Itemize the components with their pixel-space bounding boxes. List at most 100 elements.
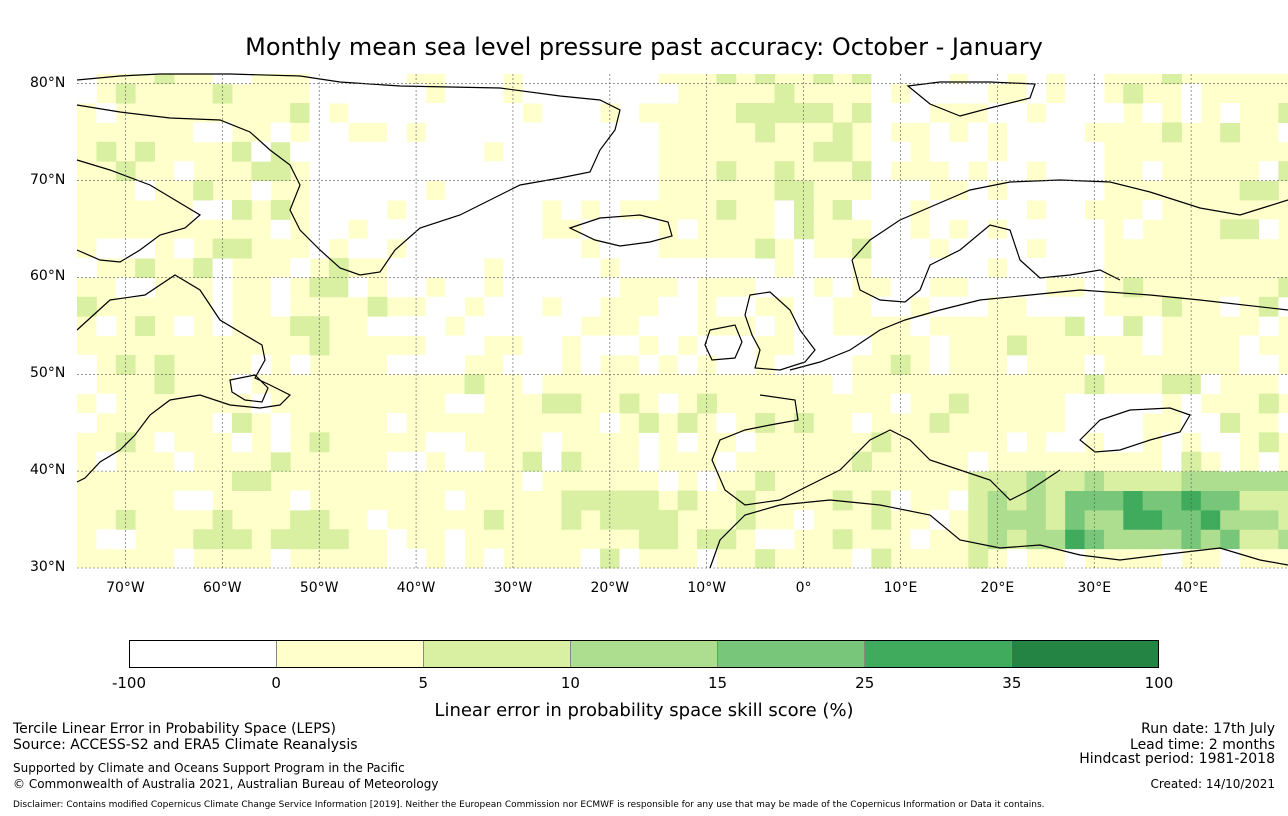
skill-cell bbox=[115, 83, 136, 104]
skill-cell bbox=[445, 258, 466, 278]
skill-cell bbox=[483, 74, 504, 85]
skill-cell bbox=[406, 83, 427, 104]
skill-cell bbox=[735, 258, 756, 278]
skill-cell bbox=[561, 180, 582, 201]
skill-cell bbox=[968, 122, 989, 143]
skill-cell bbox=[173, 161, 194, 182]
skill-cell bbox=[542, 83, 562, 104]
skill-cell bbox=[445, 277, 466, 298]
skill-cell bbox=[1181, 83, 1202, 104]
ireland-coast bbox=[704, 324, 743, 361]
skill-cell bbox=[367, 509, 388, 530]
skill-cell bbox=[309, 103, 330, 123]
skill-cell bbox=[1103, 529, 1124, 550]
skill-cell bbox=[910, 316, 931, 337]
skill-cell bbox=[793, 354, 814, 375]
skill-cell bbox=[522, 161, 543, 182]
skill-cell bbox=[968, 509, 989, 530]
skill-cell bbox=[1220, 432, 1241, 453]
skill-cell bbox=[387, 316, 407, 337]
skill-cell bbox=[522, 258, 543, 278]
skill-cell bbox=[387, 529, 407, 550]
skill-cell bbox=[464, 83, 485, 104]
labrador-coast bbox=[76, 274, 292, 483]
skill-cell bbox=[425, 199, 446, 220]
skill-cell bbox=[638, 258, 659, 278]
skill-cell bbox=[406, 219, 427, 240]
skill-cell bbox=[1258, 432, 1279, 453]
skill-cell bbox=[328, 122, 349, 143]
skill-cell bbox=[270, 141, 291, 162]
skill-cell bbox=[1123, 393, 1144, 414]
skill-cell bbox=[580, 103, 601, 123]
skill-cell bbox=[77, 258, 97, 278]
skill-cell bbox=[600, 219, 621, 240]
skill-cell bbox=[1045, 296, 1066, 317]
colorbar-tick-label: 100 bbox=[1144, 674, 1174, 692]
skill-cell bbox=[735, 103, 756, 123]
skill-cell bbox=[1239, 335, 1260, 356]
skill-cell bbox=[464, 219, 485, 240]
skill-cell bbox=[1007, 161, 1027, 182]
skill-cell bbox=[425, 335, 446, 356]
skill-cell bbox=[871, 490, 892, 511]
skill-cell bbox=[1258, 296, 1279, 317]
skill-cell bbox=[1103, 413, 1124, 433]
skill-cell bbox=[755, 529, 776, 550]
skill-score-map bbox=[76, 73, 1288, 569]
skill-cell bbox=[1026, 277, 1047, 298]
skill-cell bbox=[1084, 354, 1105, 375]
skill-cell bbox=[1123, 316, 1144, 337]
skill-cell bbox=[968, 83, 989, 104]
skill-cell bbox=[503, 199, 524, 220]
skill-cell bbox=[871, 219, 892, 240]
skill-cell bbox=[910, 258, 931, 278]
skill-cell bbox=[638, 141, 659, 162]
skill-cell bbox=[832, 199, 853, 220]
skill-cell bbox=[735, 509, 756, 530]
skill-cell bbox=[212, 122, 233, 143]
skill-cell bbox=[483, 103, 504, 123]
colorbar bbox=[129, 640, 1159, 668]
skill-cell bbox=[270, 548, 291, 569]
skill-cell bbox=[561, 141, 582, 162]
skill-cell bbox=[600, 490, 621, 511]
skill-cell bbox=[522, 335, 543, 356]
skill-cell bbox=[910, 74, 931, 85]
skill-cell bbox=[464, 103, 485, 123]
skill-cell bbox=[968, 219, 989, 240]
skill-cell bbox=[464, 316, 485, 337]
skill-cell bbox=[658, 471, 679, 492]
skill-cell bbox=[755, 74, 776, 85]
skill-cell bbox=[1045, 432, 1066, 453]
skill-cell bbox=[580, 258, 601, 278]
skill-cell bbox=[929, 141, 950, 162]
skill-cell bbox=[677, 258, 698, 278]
skill-cell bbox=[1103, 471, 1124, 492]
skill-cell bbox=[328, 277, 349, 298]
skill-cell bbox=[929, 74, 950, 85]
skill-cell bbox=[290, 103, 311, 123]
skill-cell bbox=[1142, 161, 1163, 182]
skill-cell bbox=[929, 509, 950, 530]
longitude-label: 40°E bbox=[1174, 580, 1208, 596]
skill-cell bbox=[251, 393, 272, 414]
skill-cell bbox=[542, 316, 562, 337]
skill-cell bbox=[173, 548, 194, 569]
skill-cell bbox=[542, 451, 562, 472]
skill-cell bbox=[135, 141, 156, 162]
skill-cell bbox=[290, 529, 311, 550]
skill-cell bbox=[1258, 219, 1279, 240]
skill-cell bbox=[948, 238, 969, 259]
skill-cell bbox=[445, 180, 466, 201]
skill-cell bbox=[1065, 141, 1086, 162]
skill-cell bbox=[445, 238, 466, 259]
skill-cell bbox=[1007, 258, 1027, 278]
skill-cell bbox=[774, 277, 795, 298]
skill-cell bbox=[871, 509, 892, 530]
skill-cell bbox=[328, 74, 349, 85]
skill-cell bbox=[561, 238, 582, 259]
skill-cell bbox=[1026, 219, 1047, 240]
skill-cell bbox=[1258, 451, 1279, 472]
skill-cell bbox=[561, 316, 582, 337]
